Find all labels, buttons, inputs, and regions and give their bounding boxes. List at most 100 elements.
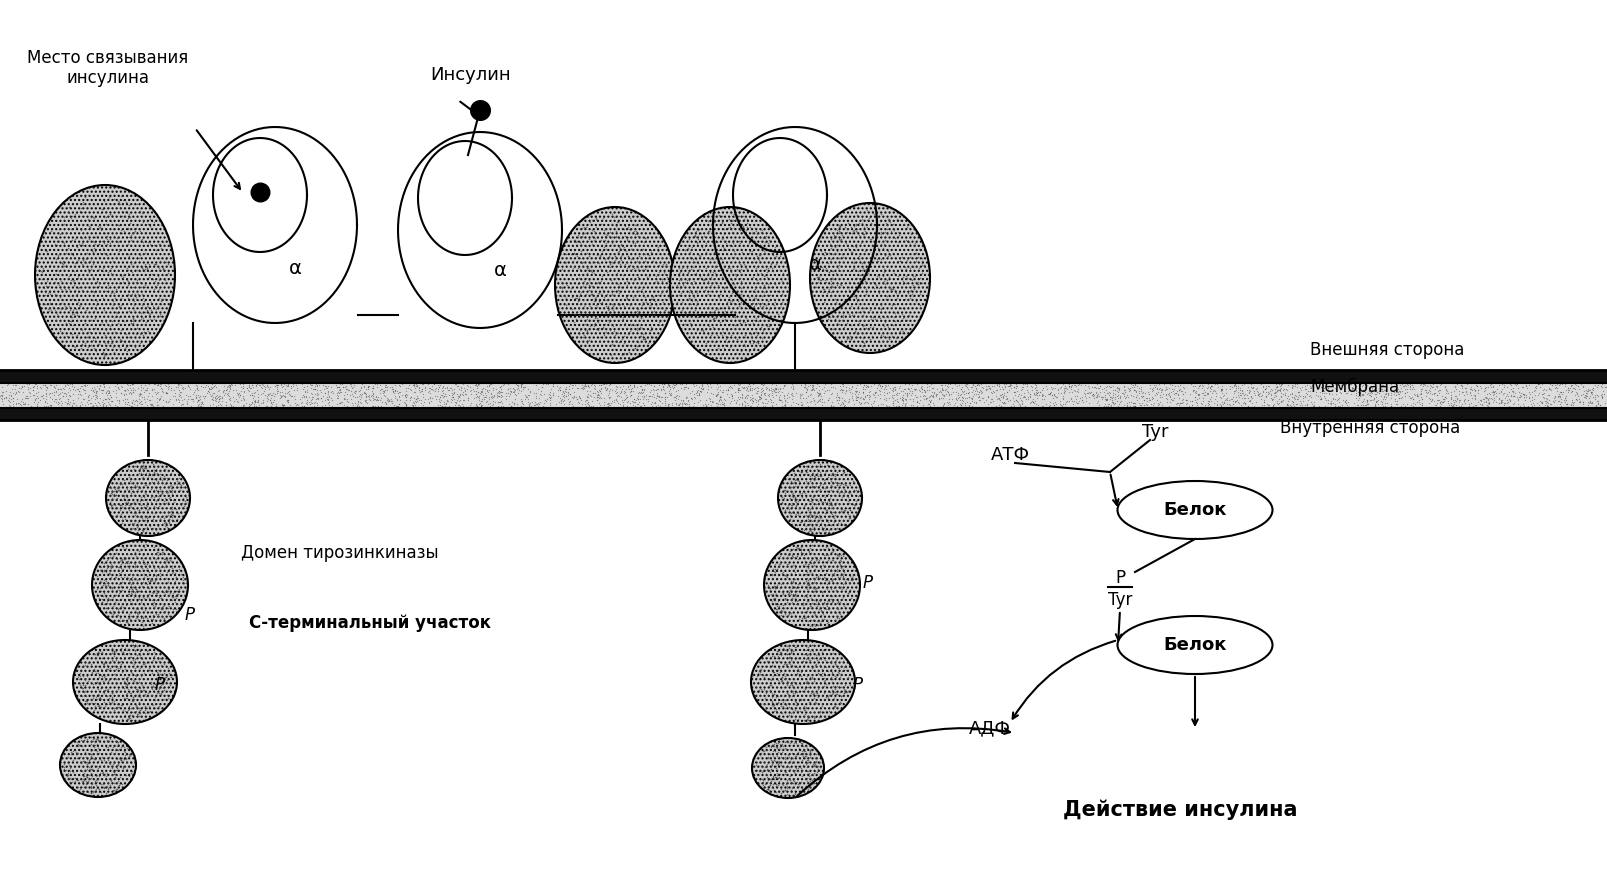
Point	[632, 261, 657, 276]
Point	[489, 385, 514, 400]
Point	[56, 397, 82, 411]
Point	[238, 388, 264, 402]
Point	[246, 393, 272, 408]
Point	[760, 568, 786, 582]
Point	[85, 699, 111, 714]
Point	[204, 390, 230, 404]
Point	[354, 396, 379, 410]
Point	[1348, 387, 1374, 401]
Point	[112, 560, 138, 574]
Point	[792, 518, 818, 533]
Point	[617, 242, 643, 256]
Point	[1020, 376, 1046, 391]
Point	[162, 389, 188, 403]
Point	[749, 382, 775, 396]
Point	[149, 384, 175, 398]
Point	[140, 491, 166, 506]
Point	[317, 400, 342, 414]
Point	[252, 388, 278, 402]
Point	[893, 386, 919, 401]
Point	[1122, 399, 1147, 413]
Point	[141, 215, 167, 229]
Point	[1535, 392, 1560, 407]
Point	[709, 252, 734, 266]
Point	[453, 401, 479, 415]
Point	[794, 781, 820, 796]
Point	[644, 287, 670, 301]
Point	[795, 524, 821, 538]
Point	[42, 275, 67, 289]
Point	[93, 574, 119, 588]
Point	[109, 334, 135, 348]
Point	[112, 205, 138, 219]
Point	[1467, 381, 1493, 395]
Point	[1099, 396, 1125, 410]
Point	[683, 252, 709, 266]
Point	[908, 256, 934, 270]
Point	[1290, 401, 1316, 415]
Point	[1490, 398, 1515, 412]
Point	[45, 287, 71, 301]
Point	[688, 222, 714, 236]
Point	[678, 401, 704, 415]
Point	[595, 396, 620, 410]
Point	[1061, 383, 1086, 397]
Point	[546, 381, 572, 395]
Point	[143, 523, 169, 537]
Point	[860, 396, 885, 410]
Point	[230, 398, 256, 412]
Point	[138, 680, 164, 694]
Point	[794, 741, 820, 756]
Point	[636, 389, 662, 403]
Point	[812, 273, 837, 287]
Point	[805, 493, 831, 508]
Point	[135, 386, 161, 401]
Point	[233, 400, 259, 414]
Point	[402, 376, 427, 391]
Point	[731, 257, 757, 271]
Point	[587, 384, 612, 398]
Point	[489, 390, 514, 404]
Point	[66, 280, 92, 294]
Point	[121, 673, 146, 687]
Point	[1528, 376, 1554, 391]
Point	[627, 329, 652, 343]
Point	[795, 545, 821, 559]
Point	[762, 384, 787, 398]
Point	[792, 703, 818, 717]
Point	[167, 400, 193, 414]
Point	[983, 378, 1009, 392]
Point	[765, 661, 791, 675]
Point	[439, 383, 464, 397]
Point	[722, 377, 747, 392]
Point	[762, 240, 787, 254]
Point	[550, 279, 575, 293]
Point	[728, 287, 754, 301]
Point	[1361, 387, 1387, 401]
Point	[612, 392, 638, 407]
Point	[79, 383, 104, 397]
Point	[76, 232, 101, 246]
Point	[121, 502, 146, 516]
Point	[767, 781, 792, 796]
Point	[784, 506, 810, 520]
Point	[601, 327, 627, 342]
Point	[440, 383, 466, 397]
Point	[297, 376, 323, 391]
Point	[853, 261, 879, 276]
Point	[119, 638, 145, 652]
Point	[103, 304, 129, 318]
Point	[1197, 382, 1223, 396]
Point	[845, 252, 871, 266]
Point	[881, 217, 906, 231]
Point	[217, 379, 243, 393]
Point	[1094, 399, 1120, 413]
Point	[1493, 388, 1519, 402]
Point	[264, 399, 289, 413]
Point	[119, 316, 145, 330]
Point	[374, 392, 400, 407]
Point	[855, 267, 881, 281]
Point	[1533, 398, 1559, 412]
Point	[1210, 395, 1236, 409]
Point	[0, 377, 26, 392]
